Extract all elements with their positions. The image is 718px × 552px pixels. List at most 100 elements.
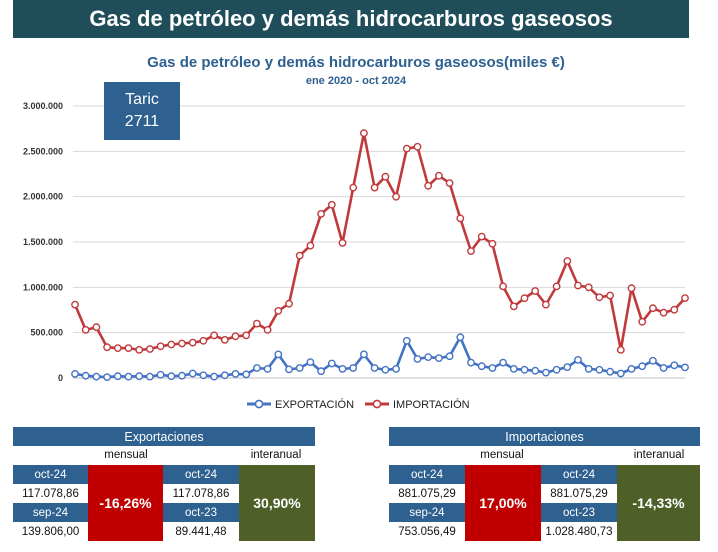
data-point [263, 364, 272, 373]
y-tick-label: 3.000.000 [23, 101, 63, 111]
data-point [188, 369, 197, 378]
data-point [392, 364, 400, 373]
data-point [542, 368, 550, 377]
banner-title: Gas de petróleo y demás hidrocarburos ga… [89, 6, 613, 31]
data-point [434, 354, 443, 362]
data-point [220, 371, 229, 380]
data-point [370, 183, 379, 192]
data-point [210, 331, 219, 340]
data-point [338, 238, 347, 247]
exportaciones-interanual-label: interanual [250, 449, 302, 461]
exportaciones-prev-date: sep-24 [13, 503, 88, 522]
data-point [552, 365, 561, 374]
data-point [274, 350, 283, 359]
data-point [349, 364, 358, 372]
y-tick-label: 1.500.000 [23, 237, 63, 247]
data-point [552, 282, 561, 291]
legend-import-label: IMPORTACIÓN [393, 398, 470, 411]
importaciones-current-date: oct-24 [389, 465, 465, 484]
data-point [81, 325, 90, 334]
data-point [306, 358, 315, 366]
data-point [199, 371, 208, 380]
line-chart: Gas de petróleo y demás hidrocarburos ga… [23, 54, 689, 411]
data-point [242, 331, 251, 340]
data-point [574, 281, 582, 290]
data-point [92, 372, 101, 381]
y-tick-label: 2.000.000 [23, 192, 63, 202]
exportaciones-ya-date: oct-23 [163, 503, 239, 522]
data-point [145, 345, 154, 353]
data-point [231, 332, 240, 341]
series-line [73, 131, 686, 352]
chart-title: Gas de petróleo y demás hidrocarburos ga… [147, 54, 565, 71]
importaciones-mensual-pct: 17,00% [465, 465, 541, 541]
data-point [402, 336, 411, 345]
data-point [71, 300, 79, 309]
data-point [135, 345, 144, 354]
data-point [584, 364, 593, 373]
data-point [252, 319, 261, 328]
data-point [359, 129, 368, 138]
data-point [670, 361, 679, 370]
exportaciones-panel: Exportaciones mensual interanual oct-24 … [13, 427, 315, 541]
data-point [145, 372, 154, 381]
data-point [231, 369, 240, 378]
data-point [574, 355, 582, 364]
importaciones-cur-repeat-value: 881.075,29 [550, 487, 608, 500]
data-point [467, 358, 475, 367]
data-point [477, 362, 486, 371]
data-point [338, 364, 347, 373]
data-point [381, 172, 390, 181]
data-point [456, 214, 465, 223]
exportaciones-interanual-pct: 30,90% [239, 465, 315, 541]
exportaciones-mensual-label: mensual [104, 449, 148, 461]
data-point [627, 284, 636, 293]
exportaciones-current-value: 117.078,86 [22, 487, 79, 500]
data-point [445, 179, 454, 188]
data-point [659, 364, 668, 372]
data-point [638, 317, 647, 326]
data-point [584, 283, 593, 292]
y-tick-label: 2.500.000 [23, 146, 63, 156]
data-point [606, 367, 614, 376]
data-point [467, 247, 475, 256]
data-point [563, 363, 572, 371]
legend-import-marker [372, 399, 382, 409]
exportaciones-mensual-pct: -16,26% [88, 465, 163, 541]
data-point [327, 359, 336, 368]
data-point [659, 308, 668, 317]
series-line [74, 335, 686, 379]
y-tick-label: 0 [58, 373, 63, 383]
data-point [595, 293, 604, 302]
data-point [595, 365, 604, 374]
series-importacion [71, 129, 689, 354]
data-point [606, 291, 614, 300]
importaciones-prev-date: sep-24 [389, 503, 465, 522]
data-point [103, 343, 112, 352]
legend-export-label: EXPORTACIÓN [275, 398, 354, 411]
data-point [434, 171, 443, 180]
data-point [616, 345, 625, 354]
y-tick-label: 1.000.000 [23, 282, 63, 292]
importaciones-interanual-label: interanual [633, 449, 685, 461]
data-point [359, 350, 368, 359]
data-point [295, 364, 304, 372]
data-point [306, 241, 315, 250]
data-point [199, 336, 208, 345]
data-point [156, 370, 165, 379]
data-point [210, 372, 219, 381]
data-point [649, 304, 657, 313]
data-point [424, 181, 433, 190]
data-point [627, 364, 636, 373]
importaciones-header: Importaciones [389, 427, 700, 446]
data-point [156, 342, 165, 351]
data-point [167, 372, 176, 381]
exportaciones-header: Exportaciones [13, 427, 315, 446]
data-point [295, 251, 304, 260]
exportaciones-ya-value: 89.441,48 [175, 525, 227, 538]
data-point [563, 257, 572, 265]
data-point [681, 363, 689, 372]
exportaciones-prev-value: 139.806,00 [21, 525, 80, 538]
data-point [71, 369, 79, 378]
data-point [124, 372, 133, 381]
